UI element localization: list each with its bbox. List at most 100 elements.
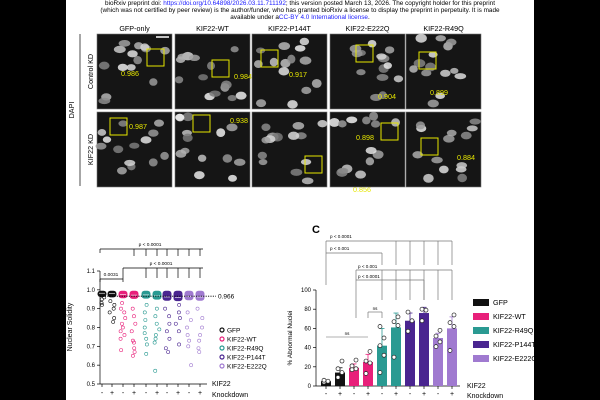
- nucleus: [257, 151, 268, 160]
- doi-link[interactable]: https://doi.org/10.64898/2026.03.11.7111…: [163, 0, 286, 7]
- data-point: [423, 307, 429, 313]
- nucleus: [346, 116, 358, 124]
- nucleus: [370, 93, 382, 101]
- data-point: [325, 378, 331, 384]
- data-point: [200, 316, 205, 320]
- nucleus: [370, 120, 381, 128]
- nucleus: [376, 74, 389, 81]
- nucleus: [457, 173, 468, 183]
- data-point: [152, 340, 157, 345]
- legend-label: KIF22-R49Q: [493, 326, 534, 335]
- nucleus: [140, 43, 150, 51]
- nucleus: [443, 134, 455, 143]
- nucleus: [182, 133, 193, 142]
- data-point: [153, 368, 158, 373]
- data-point: [176, 329, 181, 334]
- data-point: [119, 306, 123, 311]
- x-tick-label: +: [394, 391, 398, 398]
- data-point: [381, 335, 387, 341]
- x-axis-label: KIF22: [212, 381, 231, 388]
- x-tick-label: -: [145, 390, 148, 397]
- legend-label: KIF22-P144T: [493, 340, 536, 349]
- point-cloud: [195, 290, 205, 301]
- nucleus: [355, 170, 367, 179]
- nucleus: [216, 128, 226, 138]
- nucleus: [226, 123, 238, 132]
- x-tick-label: +: [422, 391, 426, 398]
- y-tick-label: 0.9: [87, 307, 96, 313]
- data-point: [129, 329, 134, 334]
- data-point: [167, 321, 172, 326]
- data-point: [144, 336, 149, 341]
- data-point: [349, 367, 355, 373]
- x-tick-label: +: [198, 390, 202, 397]
- data-point: [451, 324, 457, 329]
- nucleus: [126, 64, 136, 71]
- data-point: [122, 333, 127, 337]
- data-point: [122, 310, 127, 315]
- data-point: [187, 338, 192, 343]
- data-point: [419, 306, 425, 312]
- nucleus: [287, 54, 296, 64]
- nucleus: [95, 142, 107, 150]
- nucleus: [140, 136, 152, 144]
- data-point: [167, 314, 171, 319]
- solidity-value: 0.986: [121, 69, 139, 78]
- nucleus: [261, 123, 271, 131]
- y-tick-label: 40: [304, 346, 311, 352]
- micrograph-panel: [251, 111, 328, 188]
- column-label-kif22-e222q: KIF22-E222Q: [346, 24, 390, 33]
- nucleus: [278, 67, 290, 76]
- legend-label: KIF22-R49Q: [227, 346, 264, 353]
- data-point: [120, 321, 124, 326]
- nucleus: [450, 67, 459, 74]
- nucleus: [233, 158, 246, 166]
- nucleus: [362, 116, 371, 125]
- bar: [321, 381, 331, 386]
- nucleus: [337, 120, 347, 128]
- x-tick-label: -: [101, 390, 104, 397]
- solidity-value: 0.856: [353, 185, 371, 194]
- y-tick-label: 0.6: [87, 363, 96, 369]
- micrograph-panel: [329, 33, 406, 110]
- nucleus: [287, 100, 298, 109]
- y-axis-label: Nuclear Solidity: [67, 302, 74, 351]
- highlight-box: [260, 49, 279, 68]
- nucleus: [188, 54, 201, 62]
- highlight-box: [304, 155, 323, 174]
- data-point: [353, 366, 359, 372]
- bar: [433, 338, 443, 386]
- data-point: [108, 299, 113, 304]
- highlight-box: [420, 137, 439, 156]
- nucleus: [154, 119, 164, 127]
- data-point: [130, 306, 135, 311]
- data-point: [153, 333, 158, 337]
- reference-line-label: 0.966: [218, 294, 235, 301]
- p-value-label: p < 0.001: [358, 264, 378, 269]
- data-point: [321, 377, 327, 383]
- solidity-value: 0.938: [230, 116, 248, 125]
- data-point: [120, 301, 124, 305]
- nucleus: [294, 45, 306, 52]
- highlight-box: [418, 51, 437, 70]
- license-link[interactable]: CC-BY 4.0 International license: [278, 14, 368, 22]
- point-cloud: [152, 290, 162, 300]
- x-tick-label: -: [437, 391, 440, 398]
- nucleus: [148, 129, 159, 137]
- legend-marker: [219, 345, 225, 351]
- solidity-value: 0.917: [289, 70, 307, 79]
- x-tick-label: +: [155, 390, 159, 397]
- nucleus: [98, 97, 111, 105]
- nucleus: [409, 65, 418, 73]
- p-value-label: p < 0.0001: [330, 234, 352, 239]
- nucleus: [299, 37, 310, 46]
- data-point: [107, 310, 112, 315]
- legend-label: GFP: [493, 298, 508, 307]
- column-label-gfp-only: GFP-only: [119, 24, 150, 33]
- nucleus: [421, 69, 432, 77]
- y-tick-label: 0.7: [87, 344, 96, 350]
- data-point: [131, 353, 135, 358]
- data-point: [185, 310, 190, 315]
- y-axis-label: % Abnormal Nuclei: [287, 311, 294, 366]
